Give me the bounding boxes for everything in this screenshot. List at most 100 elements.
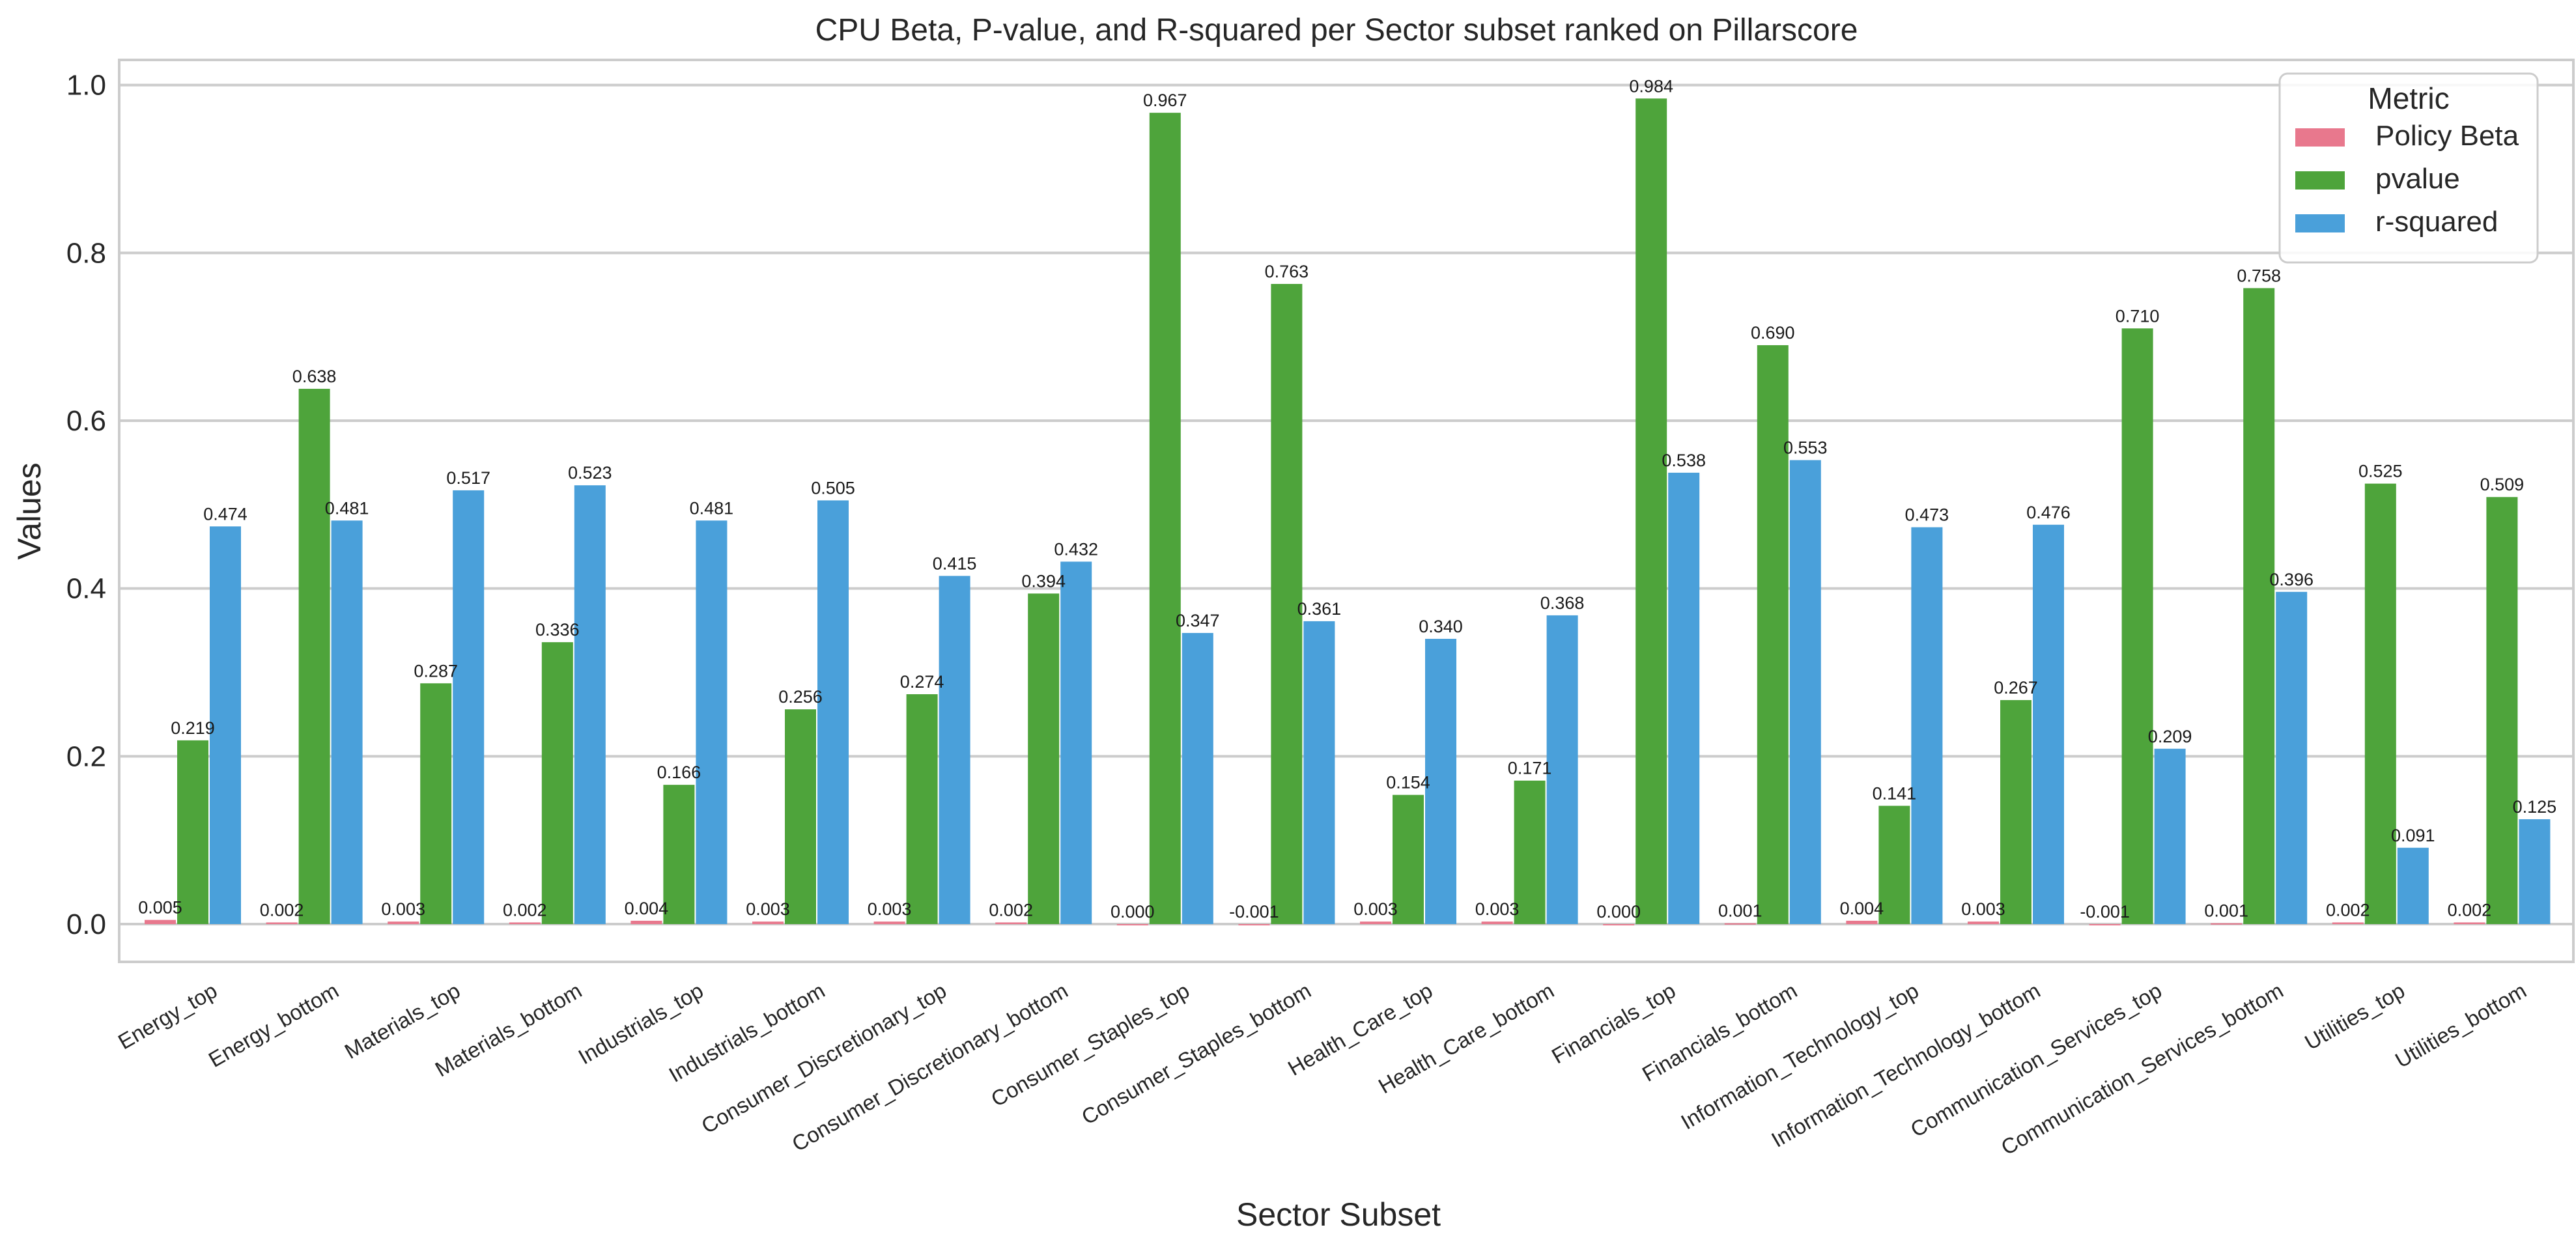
bar-value-label: 0.432 <box>1054 539 1098 559</box>
bar-r-squared <box>1789 460 1821 925</box>
bar-value-label: 0.505 <box>811 478 855 498</box>
bars <box>145 98 2551 926</box>
bar-pvalue <box>2486 497 2518 925</box>
bar-pvalue <box>2000 700 2031 925</box>
bar-policy-beta <box>2454 922 2485 925</box>
bar-value-label: 0.525 <box>2358 462 2403 481</box>
y-axis-label: Values <box>11 462 48 559</box>
bar-pvalue <box>1149 113 1181 925</box>
bar-pvalue <box>298 389 330 925</box>
bar-value-label: 0.758 <box>2237 266 2281 285</box>
bar-value-label: 0.001 <box>2204 901 2248 921</box>
bar-value-label: -0.001 <box>1229 902 1279 921</box>
bar-r-squared <box>1911 527 1943 925</box>
bar-value-label: 0.141 <box>1873 783 1917 803</box>
y-tick-label: 0.8 <box>66 237 106 269</box>
bar-value-label: 0.415 <box>933 554 977 573</box>
bar-policy-beta <box>388 921 419 925</box>
bar-policy-beta <box>1238 924 1270 926</box>
bar-pvalue <box>1635 98 1667 925</box>
bar-value-label: 0.523 <box>568 463 612 483</box>
x-tick-label: Consumer_Staples_bottom <box>1077 978 1315 1129</box>
bar-value-label: 0.002 <box>989 900 1033 920</box>
bar-value-label: 0.474 <box>203 504 248 524</box>
x-axis-ticks: Energy_topEnergy_bottomMaterials_topMate… <box>114 978 2530 1160</box>
bar-value-label: 0.336 <box>535 620 580 640</box>
bar-value-label: 0.001 <box>1718 901 1762 921</box>
bar-value-label: 0.553 <box>1783 438 1828 458</box>
bar-value-label: 0.002 <box>2448 900 2492 920</box>
bar-value-label: 0.003 <box>1475 899 1520 919</box>
bar-value-label: 0.003 <box>868 899 912 919</box>
bar-value-label: 0.967 <box>1143 91 1187 110</box>
bar-value-label: 0.274 <box>900 672 944 692</box>
legend-label: pvalue <box>2375 163 2460 195</box>
y-tick-label: 1.0 <box>66 70 106 102</box>
bar-value-label: 0.394 <box>1021 571 1066 591</box>
bar-pvalue <box>2121 328 2153 925</box>
bar-policy-beta <box>752 921 784 925</box>
bar-value-label: 0.125 <box>2513 797 2557 817</box>
bar-pvalue <box>2364 483 2396 925</box>
bar-value-label: 0.267 <box>1994 678 2038 697</box>
bar-pvalue <box>420 683 452 925</box>
bar-value-label: 0.396 <box>2269 570 2314 589</box>
bar-value-label: 0.256 <box>778 687 823 707</box>
bar-r-squared <box>331 520 363 925</box>
bar-pvalue <box>1878 806 1910 925</box>
bar-value-label: 0.347 <box>1176 611 1220 630</box>
legend-swatch <box>2295 128 2345 147</box>
bar-pvalue <box>1393 794 1424 925</box>
bar-value-label: 0.361 <box>1297 599 1342 619</box>
bar-pvalue <box>785 709 816 925</box>
bar-value-label: 0.509 <box>2480 475 2525 494</box>
bar-r-squared <box>939 576 970 925</box>
bar-pvalue <box>1271 283 1303 925</box>
bar-value-label: 0.710 <box>2116 306 2160 326</box>
legend-items: Policy Beta pvalue r-squared <box>2295 120 2519 238</box>
bar-policy-beta <box>2089 924 2121 926</box>
bar-value-label: 0.000 <box>1111 902 1155 921</box>
legend-label: Policy Beta <box>2375 120 2519 152</box>
y-tick-label: 0.4 <box>66 573 106 605</box>
bar-value-label: 0.003 <box>1353 899 1398 919</box>
x-tick-label: Materials_top <box>341 978 464 1063</box>
bar-value-label: 0.091 <box>2391 826 2435 845</box>
y-tick-label: 0.0 <box>66 908 106 940</box>
bar-policy-beta <box>1481 921 1513 925</box>
bar-value-label: 0.340 <box>1419 617 1463 636</box>
bar-pvalue <box>2243 288 2275 925</box>
plot-frame <box>118 59 2575 963</box>
bar-value-label: 0.481 <box>690 498 734 518</box>
bar-value-label: 0.538 <box>1662 451 1706 470</box>
y-axis-ticks: 0.0 0.2 0.4 0.6 0.8 1.0 <box>66 70 106 940</box>
bar-r-squared <box>210 526 241 925</box>
bar-r-squared <box>1546 615 1578 925</box>
bar-policy-beta <box>2211 923 2243 925</box>
bar-pvalue <box>663 785 695 925</box>
bar-value-label: 0.219 <box>171 718 215 738</box>
bar-value-label: 0.000 <box>1596 902 1641 921</box>
bar-value-label: 0.154 <box>1386 773 1430 793</box>
bar-value-label: 0.763 <box>1265 262 1309 281</box>
legend-label: r-squared <box>2375 206 2498 238</box>
bar-value-label: 0.171 <box>1508 759 1552 778</box>
bar-value-label: -0.001 <box>2080 902 2130 921</box>
bar-policy-beta <box>1846 920 1878 925</box>
bar-pvalue <box>1757 345 1789 925</box>
bar-value-label: 0.287 <box>414 661 458 681</box>
bar-policy-beta <box>145 920 176 925</box>
bar-r-squared <box>817 500 849 925</box>
bar-r-squared <box>2519 819 2551 925</box>
bar-r-squared <box>453 490 485 925</box>
bar-value-labels: 0.005 0.219 0.474 0.002 0.638 0.481 0.003 0.287… <box>138 76 2556 921</box>
chart-title: CPU Beta, P-value, and R-squared per Sec… <box>815 13 1858 48</box>
bar-value-label: 0.002 <box>260 900 304 920</box>
x-tick-label: Information_Technology_top <box>1677 978 1923 1134</box>
bar-r-squared <box>1060 561 1092 925</box>
bar-value-label: 0.002 <box>503 900 547 920</box>
bar-r-squared <box>2397 847 2429 925</box>
bar-policy-beta <box>1968 921 1999 925</box>
bar-value-label: 0.476 <box>2026 503 2071 522</box>
